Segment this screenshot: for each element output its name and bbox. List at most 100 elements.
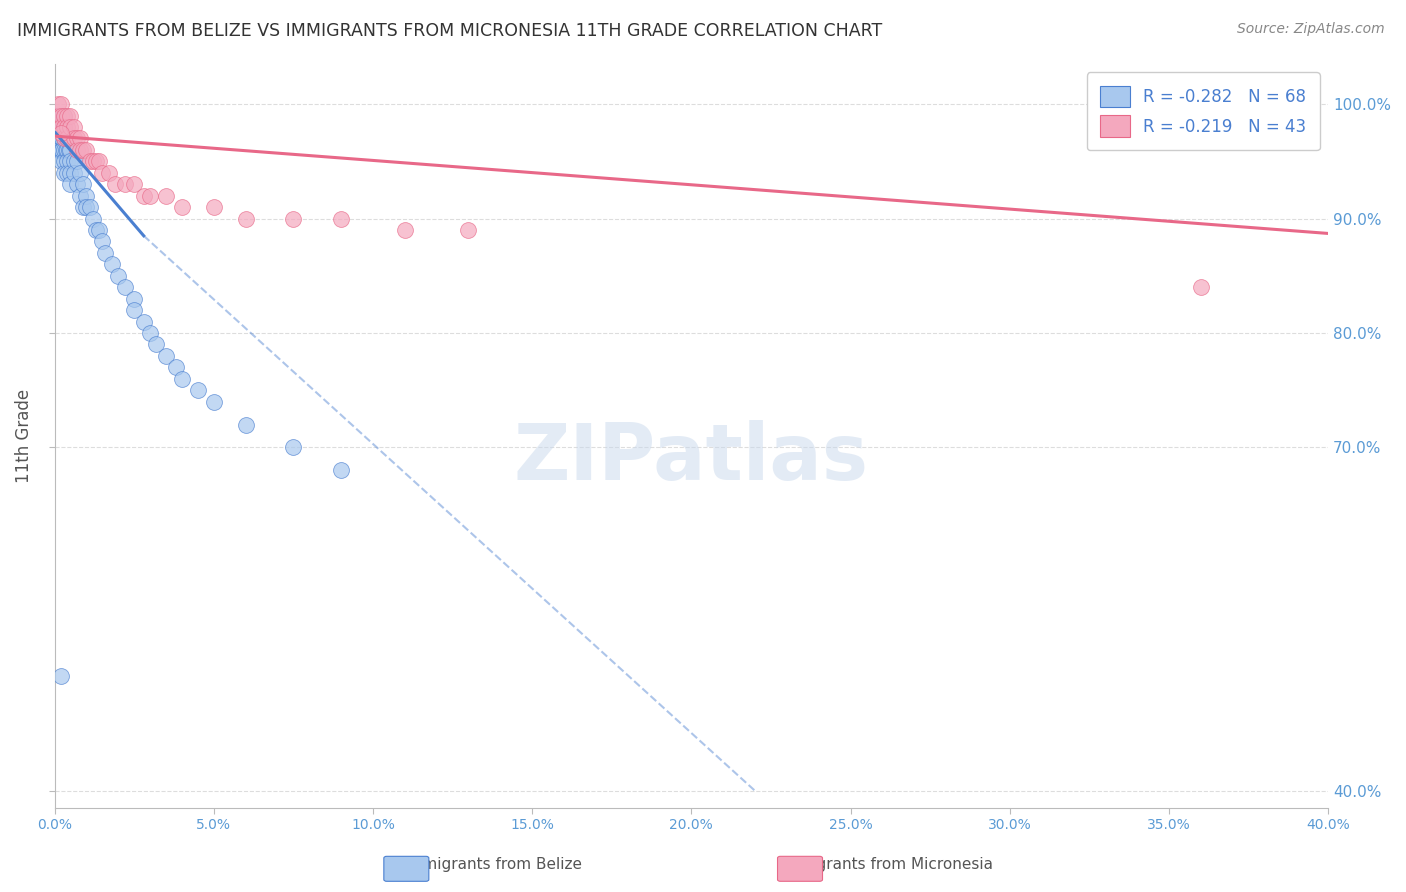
Point <box>56 143 79 157</box>
Point <box>62 154 84 169</box>
Point <box>49 154 72 169</box>
Point <box>48 143 70 157</box>
Point <box>69 166 91 180</box>
Point <box>55 143 77 157</box>
Point <box>62 166 84 180</box>
Point <box>46 143 69 157</box>
Point <box>457 223 479 237</box>
Point <box>46 120 69 134</box>
Point <box>46 120 69 134</box>
Point <box>69 188 91 202</box>
Point <box>49 143 72 157</box>
Point <box>59 178 82 192</box>
Point <box>139 326 162 340</box>
Point <box>56 154 79 169</box>
Text: Source: ZipAtlas.com: Source: ZipAtlas.com <box>1237 22 1385 37</box>
Point <box>53 166 76 180</box>
Point <box>49 120 72 134</box>
Point <box>53 131 76 145</box>
Point <box>155 188 177 202</box>
Point <box>51 120 73 134</box>
Point <box>51 131 73 145</box>
Point <box>46 120 69 134</box>
Point <box>66 143 89 157</box>
Point <box>59 154 82 169</box>
Point <box>46 109 69 123</box>
Text: ZIPatlas: ZIPatlas <box>513 420 869 496</box>
Point <box>122 178 145 192</box>
Point <box>202 200 225 214</box>
Point <box>49 131 72 145</box>
Point <box>46 109 69 123</box>
Point <box>165 360 187 375</box>
Point <box>394 223 416 237</box>
Point <box>46 131 69 145</box>
Point <box>49 109 72 123</box>
Point <box>72 200 94 214</box>
Point <box>56 109 79 123</box>
Point <box>56 120 79 134</box>
Point <box>187 383 209 397</box>
Point <box>202 394 225 409</box>
Point <box>69 143 91 157</box>
Point <box>72 143 94 157</box>
Point <box>46 109 69 123</box>
Point <box>283 211 305 226</box>
Point <box>84 223 107 237</box>
Point <box>53 131 76 145</box>
Point <box>104 178 127 192</box>
Point <box>62 120 84 134</box>
Point <box>101 257 124 271</box>
Point <box>1189 280 1212 294</box>
Text: Immigrants from Belize: Immigrants from Belize <box>402 857 582 872</box>
Point <box>155 349 177 363</box>
Point <box>114 280 136 294</box>
Point <box>79 200 101 214</box>
Point <box>66 154 89 169</box>
Point <box>170 200 193 214</box>
Point <box>75 143 97 157</box>
Point <box>235 417 257 432</box>
Point <box>56 131 79 145</box>
Point <box>66 178 89 192</box>
Point <box>49 97 72 112</box>
Point <box>48 120 70 134</box>
Point <box>114 178 136 192</box>
Point <box>139 188 162 202</box>
Point <box>97 166 120 180</box>
Point <box>87 223 110 237</box>
Point <box>46 97 69 112</box>
Point <box>283 441 305 455</box>
Point <box>49 126 72 140</box>
Point <box>69 131 91 145</box>
Point <box>45 109 67 123</box>
Point <box>72 178 94 192</box>
Point <box>49 120 72 134</box>
Point <box>82 211 104 226</box>
Point <box>62 131 84 145</box>
Point <box>56 131 79 145</box>
Point <box>132 188 155 202</box>
Point <box>330 463 353 477</box>
Point <box>132 315 155 329</box>
Point <box>49 669 72 683</box>
Point <box>59 109 82 123</box>
Point <box>145 337 167 351</box>
Point <box>51 143 73 157</box>
Point <box>55 131 77 145</box>
Point <box>91 166 114 180</box>
Text: Immigrants from Micronesia: Immigrants from Micronesia <box>779 857 993 872</box>
Point <box>87 154 110 169</box>
Legend: R = -0.282   N = 68, R = -0.219   N = 43: R = -0.282 N = 68, R = -0.219 N = 43 <box>1087 72 1320 150</box>
Point <box>79 154 101 169</box>
Point <box>66 131 89 145</box>
Point <box>82 154 104 169</box>
Point <box>53 154 76 169</box>
Point <box>170 372 193 386</box>
Point <box>122 303 145 318</box>
Point <box>58 143 80 157</box>
Point <box>59 120 82 134</box>
Point <box>53 143 76 157</box>
Text: IMMIGRANTS FROM BELIZE VS IMMIGRANTS FROM MICRONESIA 11TH GRADE CORRELATION CHAR: IMMIGRANTS FROM BELIZE VS IMMIGRANTS FRO… <box>17 22 882 40</box>
Point <box>107 268 129 283</box>
